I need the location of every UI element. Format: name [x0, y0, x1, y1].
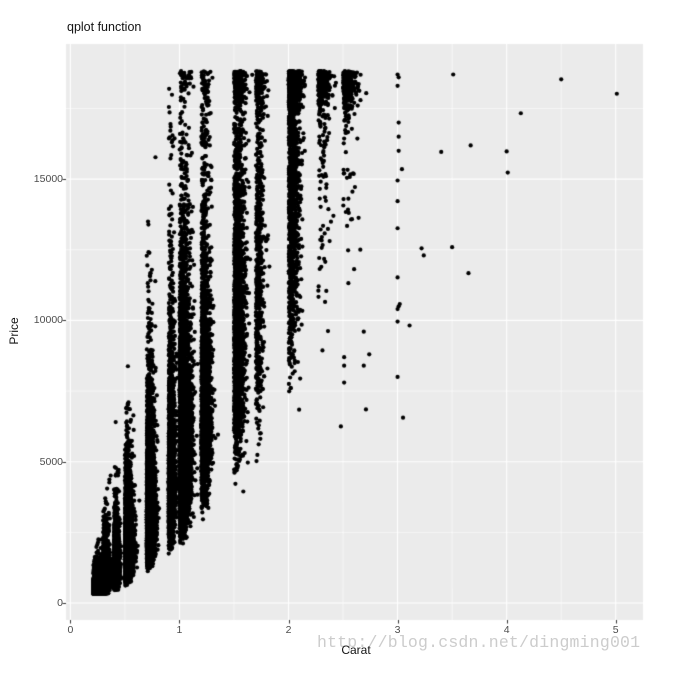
y-tick-label: 10000	[33, 314, 63, 327]
x-axis-title: Carat	[341, 643, 371, 657]
watermark-text: http://blog.csdn.net/dingming001	[317, 633, 641, 652]
x-tick-label: 1	[176, 624, 183, 636]
plot-title: qplot function	[67, 20, 142, 34]
y-axis-title: Price	[7, 317, 21, 345]
y-tick-label: 0	[57, 597, 63, 610]
y-tick-label: 5000	[39, 455, 63, 468]
x-tick-label: 0	[67, 624, 74, 636]
y-tick-label: 15000	[33, 173, 63, 186]
x-tick-label: 2	[285, 624, 292, 636]
x-tick-label: 4	[503, 624, 510, 636]
x-tick-label: 3	[394, 624, 401, 636]
x-tick-label: 5	[612, 624, 619, 636]
